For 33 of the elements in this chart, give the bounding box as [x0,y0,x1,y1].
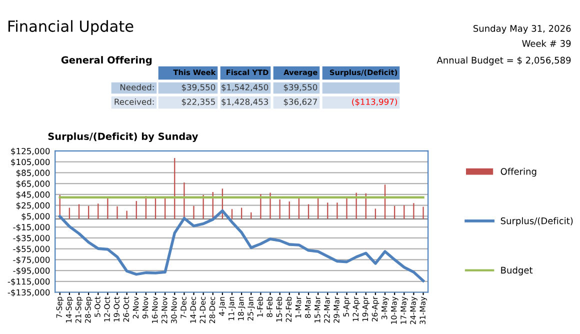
chart-title: Financial Update [8,20,134,35]
text: Annual Budget = $ 2,056,589 [436,56,571,66]
text: Needed: [120,84,154,90]
text: $1,542,450 [222,84,268,92]
text: ($113,997) [352,98,397,106]
y-tick-label: -$75,000 [13,256,50,264]
y-tick-label: -$35,000 [13,234,50,242]
y-tick-label: $125,000 [11,148,50,156]
text: $22,355 [182,98,215,106]
line-series [58,209,425,282]
chart-subtitle: Surplus/(Deficit) by Sunday [48,132,198,142]
text: $1,428,453 [222,98,268,106]
legend-label: Surplus/(Deficit) [500,217,573,226]
y-tick-label: -$55,000 [13,246,50,254]
text: $39,550 [182,84,216,92]
text: $36,627 [284,98,317,106]
text: $39,550 [284,84,318,92]
text: General Offering [61,56,152,66]
text: Sunday May 31, 2026 [474,24,571,34]
y-tick-label: -$115,000 [8,278,50,286]
text: Week # 39 [522,40,571,47]
legend-label: Budget [501,266,533,276]
y-tick-label: -$15,000 [13,224,50,232]
legend-label: Offering [500,168,536,177]
y-tick-label: -$95,000 [13,267,50,275]
y-tick-label: $85,000 [16,170,50,178]
y-tick-label: -$135,000 [8,289,50,297]
y-tick-label: $25,000 [16,202,50,210]
y-tick-label: $105,000 [11,158,50,166]
text: Received: [114,98,154,105]
y-tick-label: $5,000 [22,213,50,221]
y-tick-label: $65,000 [16,180,50,188]
y-tick-label: $45,000 [16,191,50,199]
